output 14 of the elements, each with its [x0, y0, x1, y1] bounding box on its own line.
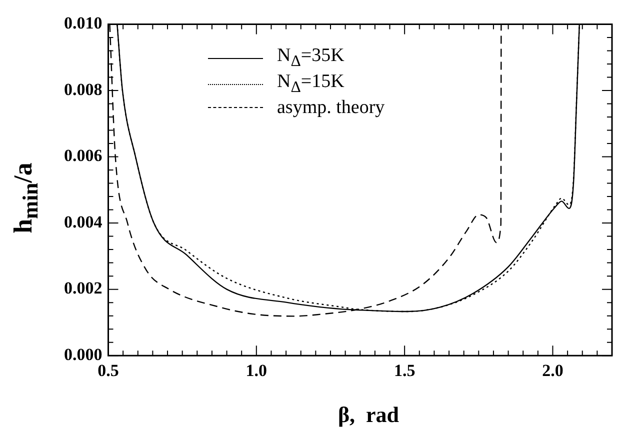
y-tick-label: 0.000 — [64, 344, 102, 364]
x-tick-label: 2.0 — [542, 361, 564, 380]
x-tick-label: 0.5 — [98, 361, 119, 380]
x-axis-title: β, rad — [336, 402, 400, 428]
y-tick-label: 0.006 — [64, 146, 102, 166]
legend-label: N$_{Δ}$=15K — [277, 70, 344, 98]
y-tick-label: 0.004 — [64, 212, 103, 232]
y-tick-label: 0.008 — [64, 80, 102, 99]
legend-label: asymp. theory — [277, 96, 385, 118]
x-tick-label: 1.5 — [394, 361, 416, 380]
y-tick-label: 0.002 — [64, 278, 102, 298]
legend-label: N$_{Δ}$=35K — [277, 45, 344, 72]
y-tick-label: 0.010 — [64, 14, 102, 33]
x-tick-label: 1.0 — [246, 361, 268, 380]
